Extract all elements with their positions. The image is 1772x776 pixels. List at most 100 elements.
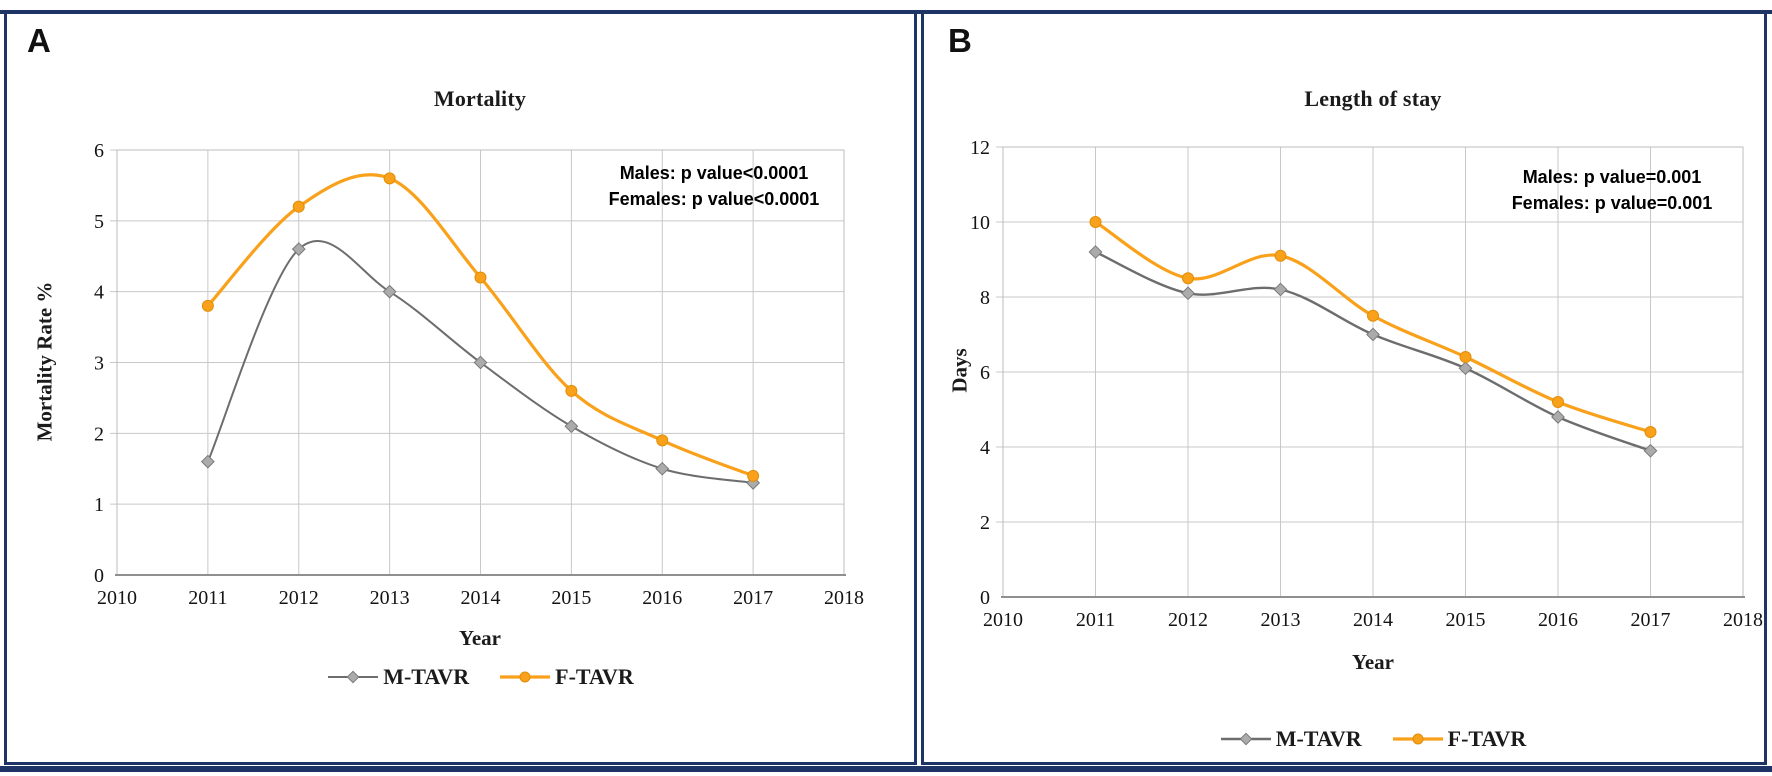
data-point-marker: [1273, 282, 1288, 297]
legend-swatch-f-tavr: [1392, 733, 1443, 745]
length-of-stay-line-chart: 2010 2011 2012 2013 2014 2015 2016 2017 2018 0 2 4 6…: [970, 137, 1763, 631]
x-tick-label: 2012: [279, 587, 319, 609]
panel-a: 2010 2011 2012 2013 2014 2015 2016 2017 2018 0 1 2 3…: [4, 11, 917, 765]
x-tick-label: 2011: [1076, 609, 1115, 631]
data-point-marker: [292, 200, 305, 213]
data-point-marker: [382, 284, 397, 299]
legend-item-f-tavr: F-TAVR: [1392, 726, 1527, 752]
legend-item-m-tavr: M-TAVR: [327, 664, 469, 690]
series-markers-m-tavr: [200, 242, 761, 490]
females-pvalue-text: Females: p value=0.001: [1511, 193, 1713, 213]
data-point-marker: [565, 384, 578, 397]
length-of-stay-y-axis-label: Days: [947, 348, 972, 393]
y-tick-label: 3: [94, 353, 104, 375]
y-tick-label: 4: [980, 437, 990, 459]
legend-item-f-tavr: F-TAVR: [499, 664, 634, 690]
data-point-marker: [291, 242, 306, 257]
males-pvalue-text: Males: p value<0.0001: [619, 163, 809, 183]
females-pvalue-text: Females: p value<0.0001: [608, 189, 820, 209]
legend-label-f-tavr: F-TAVR: [1447, 726, 1527, 751]
legend-label-m-tavr: M-TAVR: [1275, 726, 1362, 751]
panel-b-letter: B: [948, 22, 972, 59]
x-tick-label: 2018: [824, 587, 864, 609]
series-markers-m-tavr: [1088, 245, 1658, 458]
y-tick-label: 10: [970, 212, 990, 234]
length-of-stay-x-axis-label: Year: [1352, 650, 1394, 674]
x-tick-label: 2017: [1631, 609, 1671, 631]
x-tick-label: 2011: [188, 587, 227, 609]
mortality-pvalue-annotation: Males: p value<0.0001 Females: p value<0…: [524, 160, 904, 212]
data-point-marker: [655, 461, 670, 476]
x-tick-label: 2012: [1168, 609, 1208, 631]
data-point-marker: [201, 299, 214, 312]
x-tick-label: 2015: [551, 587, 591, 609]
x-tick-label: 2014: [1353, 609, 1393, 631]
data-point-marker: [1458, 361, 1473, 376]
mortality-chart-title: Mortality: [433, 86, 527, 111]
y-tick-label: 6: [980, 362, 990, 384]
x-tick-label: 2014: [461, 587, 501, 609]
x-tick-label: 2017: [733, 587, 773, 609]
y-tick-label: 0: [980, 587, 990, 609]
data-point-marker: [1274, 249, 1287, 262]
mortality-y-axis-label: Mortality Rate %: [32, 281, 57, 442]
series-markers-f-tavr: [201, 172, 760, 482]
legend-swatch-m-tavr: [1220, 732, 1271, 746]
y-tick-label: 0: [94, 565, 104, 587]
x-tick-label: 2016: [642, 587, 682, 609]
x-tick-label: 2018: [1723, 609, 1763, 631]
x-tick-label: 2013: [1261, 609, 1301, 631]
panel-a-letter: A: [27, 22, 51, 59]
data-point-marker: [1088, 245, 1103, 259]
legend-label-m-tavr: M-TAVR: [383, 664, 470, 689]
data-point-marker: [474, 271, 487, 284]
series-markers-f-tavr: [1089, 216, 1657, 438]
length-of-stay-legend: M-TAVR F-TAVR: [1003, 726, 1743, 752]
y-tick-label: 1: [94, 494, 104, 516]
length-of-stay-chart-title: Length of stay: [1304, 86, 1442, 111]
data-point-marker: [1551, 410, 1565, 424]
data-point-marker: [473, 355, 488, 370]
data-point-marker: [564, 419, 579, 434]
tick-labels: 2010 2011 2012 2013 2014 2015 2016 2017 2018 0 2 4 6…: [970, 137, 1763, 631]
data-point-marker: [1643, 443, 1658, 458]
y-tick-label: 6: [94, 140, 104, 162]
data-point-marker: [1644, 426, 1657, 438]
data-point-marker: [383, 172, 396, 185]
length-of-stay-pvalue-annotation: Males: p value=0.001 Females: p value=0.…: [1422, 164, 1772, 216]
tick-labels: 2010 2011 2012 2013 2014 2015 2016 2017 2018 0 1 2 3…: [94, 140, 864, 609]
y-tick-label: 5: [94, 211, 104, 233]
x-tick-label: 2016: [1538, 609, 1578, 631]
males-pvalue-text: Males: p value=0.001: [1522, 167, 1702, 187]
legend-swatch-m-tavr: [328, 670, 379, 684]
panel-a-inner: 2010 2011 2012 2013 2014 2015 2016 2017 2018 0 1 2 3…: [7, 14, 914, 762]
mortality-legend: M-TAVR F-TAVR: [117, 664, 844, 690]
data-point-marker: [1367, 309, 1379, 322]
data-point-marker: [1181, 286, 1195, 301]
x-tick-label: 2015: [1446, 609, 1486, 631]
data-point-marker: [1089, 216, 1102, 228]
legend-label-f-tavr: F-TAVR: [555, 664, 634, 689]
frame-bottom-rule: [0, 766, 1772, 772]
data-point-marker: [1182, 272, 1194, 285]
series-line-m-tavr: [206, 240, 755, 484]
mortality-line-chart: 2010 2011 2012 2013 2014 2015 2016 2017 2018 0 1 2 3…: [94, 140, 864, 609]
y-tick-label: 2: [980, 512, 990, 534]
data-point-marker: [747, 469, 760, 482]
data-point-marker: [1459, 351, 1472, 363]
y-tick-label: 4: [94, 282, 104, 304]
y-tick-label: 8: [980, 287, 990, 309]
panel-b-inner: 2010 2011 2012 2013 2014 2015 2016 2017 2018 0 2 4 6…: [924, 14, 1764, 762]
data-point-marker: [200, 454, 215, 469]
panel-b: 2010 2011 2012 2013 2014 2015 2016 2017 2018 0 2 4 6…: [921, 11, 1767, 765]
x-tick-label: 2010: [983, 609, 1023, 631]
legend-item-m-tavr: M-TAVR: [1220, 726, 1362, 752]
mortality-x-axis-label: Year: [459, 626, 501, 650]
data-point-marker: [1366, 327, 1380, 342]
legend-swatch-f-tavr: [500, 671, 551, 683]
x-tick-label: 2013: [370, 587, 410, 609]
data-point-marker: [1552, 396, 1564, 408]
x-tick-label: 2010: [97, 587, 137, 609]
gridlines: [110, 149, 845, 575]
